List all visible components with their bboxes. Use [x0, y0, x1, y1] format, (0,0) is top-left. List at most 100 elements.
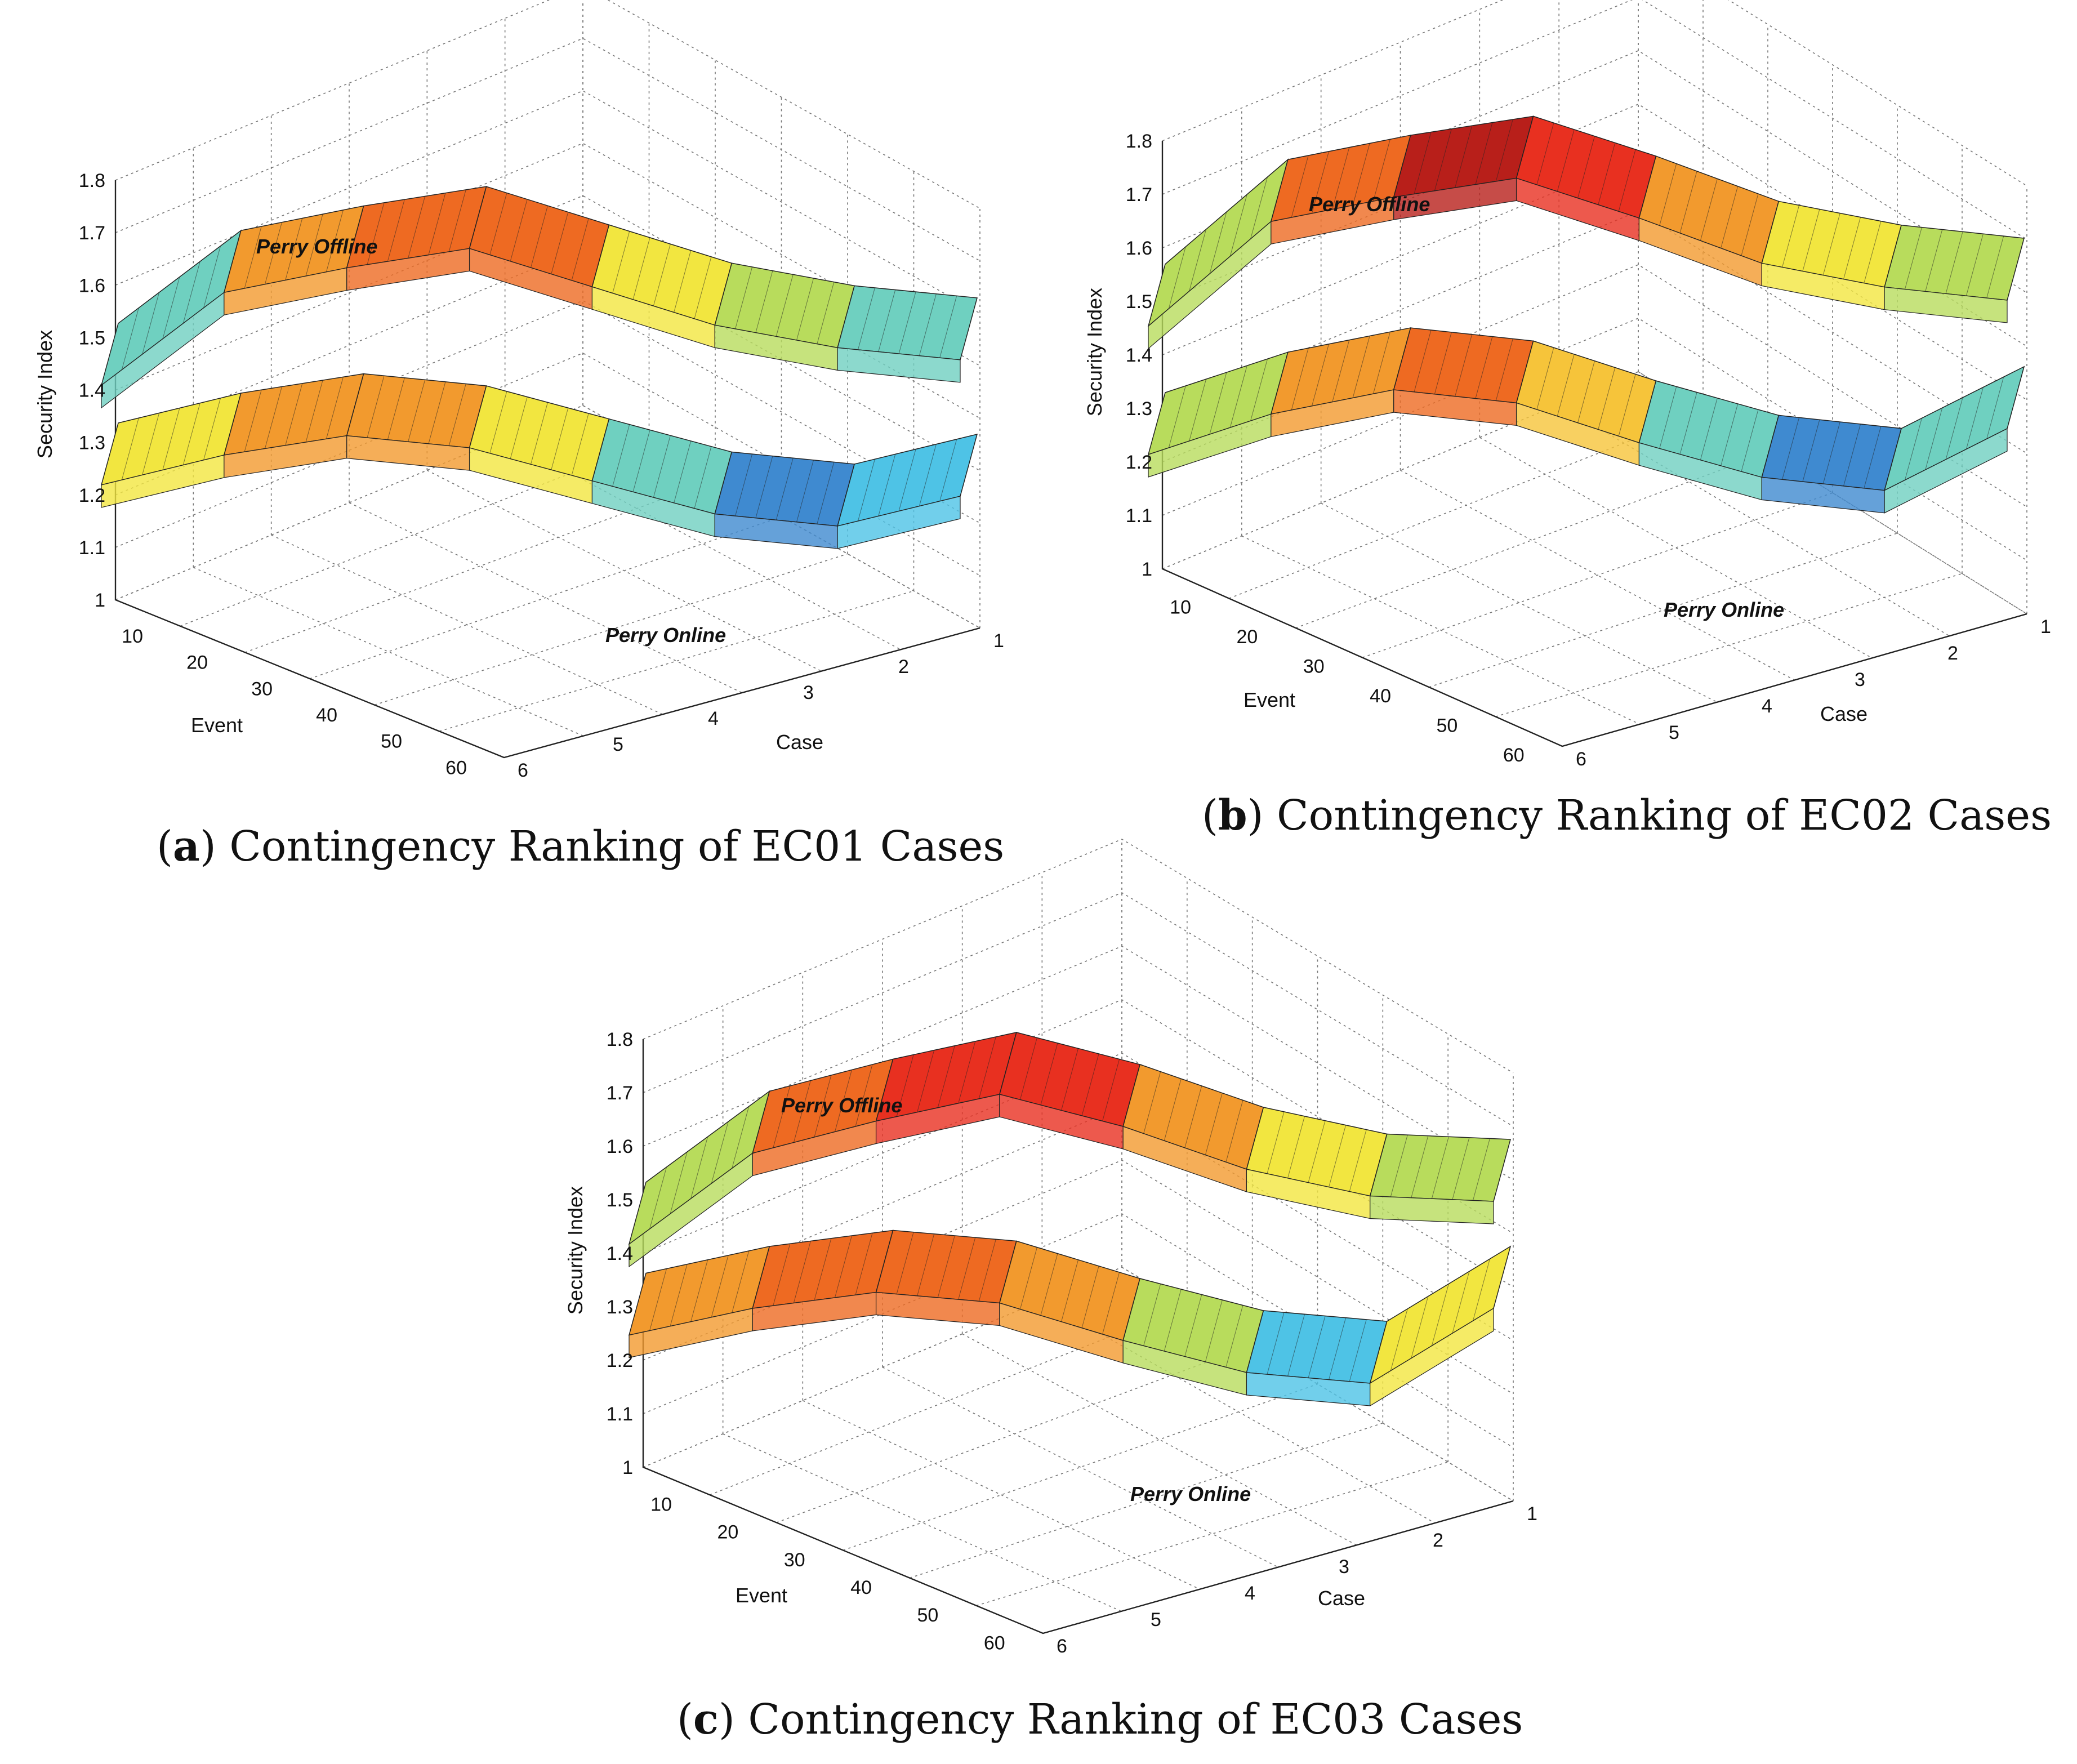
surface-mesh-line: [958, 1237, 976, 1300]
floor-gridline: [426, 470, 822, 672]
surface-mesh-line: [773, 1085, 791, 1148]
surface-mesh-line: [571, 218, 589, 281]
event-tick-label: 10: [1170, 597, 1191, 618]
surface-mesh-line: [1081, 1266, 1099, 1328]
surface-mesh-line: [121, 418, 139, 480]
surface-mesh-line: [1184, 1294, 1202, 1357]
annotation-perry-online: Perry Online: [1664, 598, 1784, 621]
surface-mesh-line: [1700, 179, 1718, 241]
surface-mesh-line: [285, 383, 303, 446]
z-tick-label: 1: [95, 590, 105, 611]
surface-mesh-line: [142, 292, 160, 355]
surface-mesh-line: [817, 282, 835, 344]
surface-mesh-line: [244, 226, 262, 289]
surface-mesh-line: [898, 292, 916, 354]
z-tick-label: 1.2: [1126, 452, 1152, 473]
surface-mesh-line: [732, 1250, 750, 1313]
surface-mesh-line: [1904, 418, 1922, 480]
event-tick-label: 10: [122, 626, 143, 647]
surface-mesh-line: [1431, 1137, 1449, 1199]
surface-mesh-line: [121, 308, 139, 370]
case-tick-label: 3: [803, 682, 814, 703]
surface-mesh-line: [489, 391, 507, 453]
surface-mesh-line: [367, 376, 385, 438]
z-tick-label: 1.3: [1126, 398, 1152, 420]
surface-mesh-line: [1679, 171, 1697, 234]
surface-mesh-line: [1700, 398, 1718, 460]
surface-mesh-line: [387, 377, 405, 440]
surface-mesh-line: [834, 1070, 852, 1132]
surface-mesh-line: [1267, 1111, 1285, 1174]
event-tick-label: 30: [1303, 656, 1325, 678]
event-tick-label: 50: [917, 1605, 939, 1626]
surface-mesh-line: [448, 189, 466, 252]
event-tick-label: 60: [1503, 745, 1525, 766]
surface-mesh-line: [1843, 217, 1861, 279]
surface-mesh-line: [1782, 417, 1800, 480]
surface-mesh-line: [1267, 1312, 1285, 1375]
surface-mesh-line: [796, 278, 814, 341]
floor-gridline: [1241, 535, 1640, 725]
z-tick-label: 1.7: [79, 222, 105, 244]
surface-mesh-line: [1965, 387, 1984, 449]
surface-mesh-line: [1205, 1299, 1223, 1362]
z-tick-label: 1.4: [1126, 345, 1152, 366]
surface-mesh-line: [878, 289, 896, 352]
floor-gridline: [309, 516, 782, 679]
z-tick-label: 1.1: [79, 537, 105, 559]
surface-mesh-line: [326, 210, 344, 273]
surface-mesh-line: [1864, 221, 1882, 283]
caption-text-c: Contingency Ranking of EC03 Cases: [748, 1695, 1523, 1744]
surface-mesh-line: [1986, 377, 2004, 439]
surface-mesh-line: [1390, 1308, 1408, 1371]
caption-text-a: Contingency Ranking of EC01 Cases: [229, 822, 1005, 871]
case-tick-label: 6: [1576, 749, 1586, 770]
surface-mesh-line: [408, 380, 426, 442]
axis-box-edge: [1161, 141, 2027, 747]
surface-mesh-line: [1741, 409, 1759, 472]
case-axis-title: Case: [776, 730, 823, 754]
z-tick-label: 1.6: [79, 275, 105, 296]
annotation-perry-online: Perry Online: [1130, 1482, 1251, 1505]
surface-mesh-line: [917, 1233, 935, 1296]
surface-mesh-line: [367, 202, 385, 265]
surface-mesh-line: [1679, 392, 1697, 455]
surface-mesh-line: [1329, 1317, 1347, 1380]
surface-mesh-line: [937, 1235, 955, 1298]
surface-mesh-line: [264, 222, 282, 284]
surface-mesh-line: [1475, 336, 1493, 399]
surface-mesh-line: [428, 193, 446, 255]
chart-b-surfaces: [1147, 115, 2025, 514]
z-tick-label: 1: [1142, 559, 1152, 580]
surface-mesh-line: [1102, 1272, 1120, 1335]
case-tick-label: 3: [1339, 1556, 1349, 1578]
annotation-perry-online: Perry Online: [605, 623, 726, 647]
surface-mesh-line: [264, 386, 282, 449]
surface-mesh-line: [1431, 1284, 1449, 1346]
caption-label-c: c: [693, 1695, 719, 1744]
z-tick-label: 1.2: [79, 485, 105, 506]
z-tick-label: 1.7: [607, 1083, 633, 1104]
surface-mesh-line: [755, 456, 773, 518]
surface-mesh-line: [711, 1255, 729, 1317]
surface-mesh-line: [305, 380, 323, 443]
surface-mesh-line: [1061, 1048, 1078, 1111]
surface-mesh-line: [1332, 340, 1350, 402]
surface-mesh-line: [1455, 334, 1473, 397]
surface-mesh-line: [1452, 1137, 1470, 1200]
surface-mesh-line: [1904, 227, 1922, 289]
surface-mesh-line: [1205, 1093, 1223, 1155]
surface-mesh-line: [1741, 193, 1759, 256]
surface-mesh-line: [1308, 1120, 1326, 1183]
surface-mesh-line: [489, 193, 507, 255]
case-tick-label: 1: [1527, 1503, 1537, 1525]
surface-mesh-line: [775, 274, 794, 337]
surface-mesh-line: [1390, 1134, 1408, 1197]
floor-gridline: [1400, 470, 1795, 681]
chart-b-ticks: 1 1.1 1.2 1.3 1.4 1.5 1.6 1.7 1.8 10 20 30 40 50 60 1 2 3…: [1083, 131, 2051, 770]
surface-mesh-line: [1040, 1043, 1058, 1106]
surface-mesh-line: [1019, 1247, 1037, 1309]
chart-a-surfaces: [100, 186, 978, 549]
surface-mesh-line: [878, 454, 896, 516]
case-axis-title: Case: [1318, 1587, 1365, 1610]
